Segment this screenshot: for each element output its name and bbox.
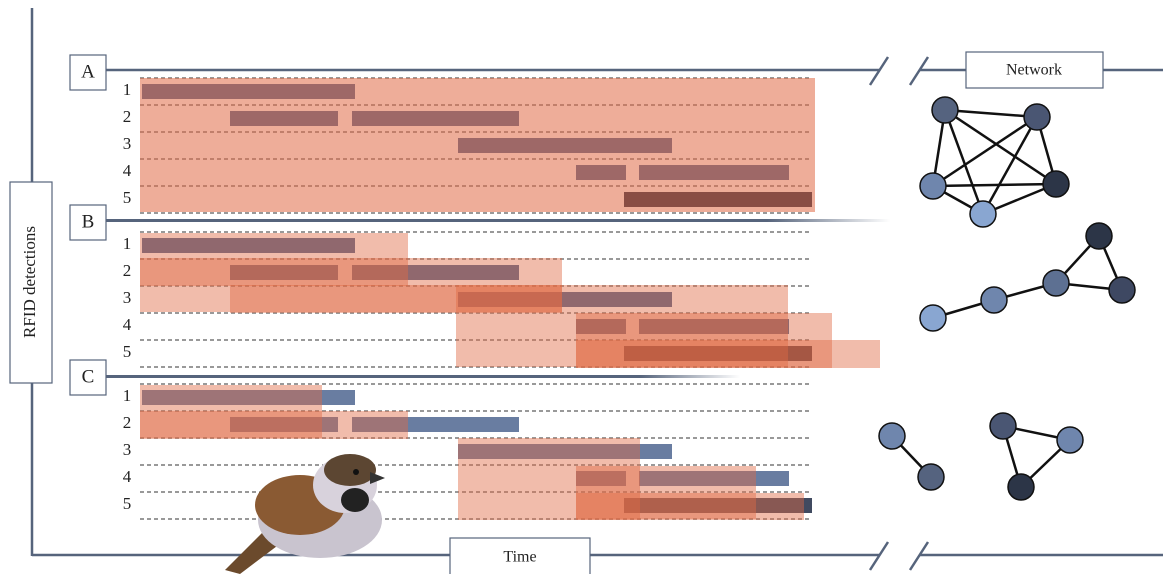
- row-label: 2: [123, 261, 132, 280]
- panel-box: [69, 359, 107, 396]
- co-occurrence-window: [576, 313, 832, 368]
- rfid-box: [9, 181, 53, 384]
- panel-box: [69, 204, 107, 241]
- panel-box: [69, 54, 107, 91]
- row-label: 4: [123, 161, 132, 180]
- x-axis-label: Time: [503, 549, 536, 566]
- panel: 1 2 3 4 5 A: [69, 54, 815, 214]
- panel-label: C: [82, 366, 95, 387]
- co-occurrence-window: [458, 438, 640, 520]
- panel-label: A: [81, 61, 95, 82]
- detection-bar: [142, 238, 355, 253]
- detection-bar: [352, 417, 519, 432]
- detection-bar: [624, 346, 812, 361]
- sparrow-illustration: [225, 454, 385, 574]
- detection-bar: [458, 292, 672, 307]
- row-label: 1: [123, 386, 132, 405]
- time-box: [449, 537, 591, 574]
- panel: 1 2 3 4 5 C: [69, 359, 812, 520]
- co-occurrence-window: [140, 411, 408, 439]
- break-mark: [908, 56, 930, 86]
- content: 1 2 3 4 5 A 1 2 3 4 5 B 1 2 3 4 5 C: [69, 54, 880, 520]
- row-label: 1: [123, 80, 132, 99]
- detection-bar: [230, 417, 338, 432]
- detection-bar: [576, 319, 626, 334]
- co-occurrence-window: [456, 285, 788, 367]
- row-label: 5: [123, 342, 132, 361]
- row-label: 3: [123, 134, 132, 153]
- separator: [70, 219, 890, 222]
- detection-bar: [142, 390, 355, 405]
- detection-bar: [639, 471, 789, 486]
- break-mark: [908, 541, 930, 571]
- detection-bar: [352, 265, 519, 280]
- panel-label: B: [82, 211, 95, 232]
- detection-bar: [458, 444, 672, 459]
- network-b: [919, 222, 1136, 332]
- network-c: [878, 412, 1084, 501]
- co-occurrence-window: [576, 466, 756, 519]
- co-occurrence-window: [140, 258, 562, 312]
- co-occurrence-window: [576, 340, 880, 368]
- row-label: 4: [123, 467, 132, 486]
- co-occurrence-window: [140, 385, 322, 438]
- detection-bar: [624, 498, 812, 513]
- co-occurrence-window: [576, 493, 804, 520]
- separator: [70, 375, 740, 378]
- detection-bar: [639, 319, 789, 334]
- network-box: [965, 51, 1104, 89]
- co-occurrence-window: [230, 285, 562, 313]
- network-a: [919, 96, 1070, 228]
- panel: 1 2 3 4 5 B: [69, 204, 880, 368]
- detection-bar: [230, 265, 338, 280]
- row-label: 3: [123, 440, 132, 459]
- row-label: 5: [123, 494, 132, 513]
- break-mark: [868, 541, 890, 571]
- network-label: Network: [1006, 62, 1062, 79]
- co-occurrence-window: [140, 233, 408, 286]
- break-mark: [868, 56, 890, 86]
- row-label: 3: [123, 288, 132, 307]
- row-label: 2: [123, 107, 132, 126]
- co-occurrence-window: [140, 78, 815, 212]
- detection-bar: [576, 471, 626, 486]
- row-label: 4: [123, 315, 132, 334]
- row-label: 1: [123, 234, 132, 253]
- y-axis-label: RFID detections: [20, 226, 39, 338]
- row-label: 5: [123, 188, 132, 207]
- row-label: 2: [123, 413, 132, 432]
